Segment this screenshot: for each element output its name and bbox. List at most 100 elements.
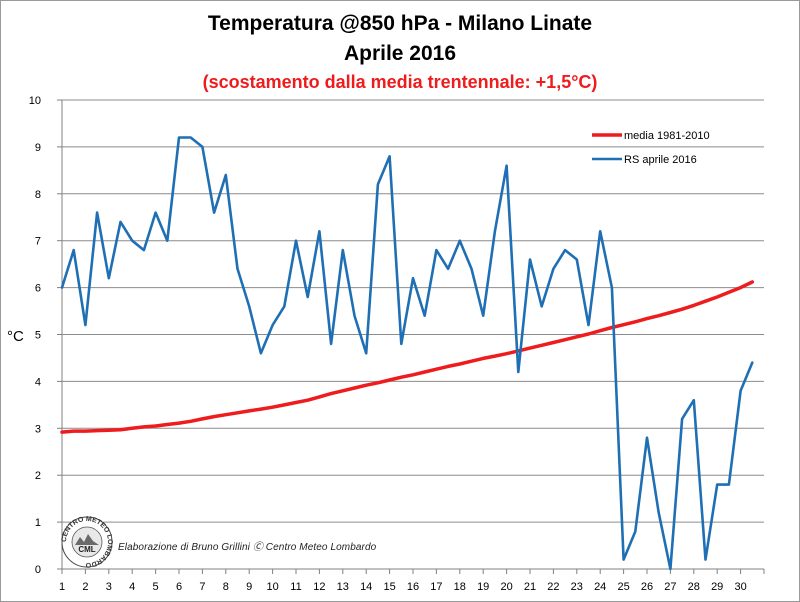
- data-point-sounding: [424, 315, 426, 317]
- x-tick-label: 1: [59, 581, 65, 593]
- series-line-mean: [60, 280, 755, 434]
- data-point-mean: [681, 308, 683, 310]
- data-point-mean: [529, 347, 531, 349]
- chart-title: Temperatura @850 hPa - Milano Linate: [207, 12, 593, 35]
- data-point-sounding: [96, 211, 98, 213]
- x-tick-label: 15: [383, 581, 395, 593]
- y-tick-label: 5: [35, 330, 41, 342]
- x-tick-label: 14: [360, 581, 372, 593]
- data-point-sounding: [108, 277, 110, 279]
- data-point-sounding: [236, 268, 238, 270]
- y-tick-label: 3: [35, 423, 41, 435]
- data-point-sounding: [271, 324, 273, 326]
- data-point-mean: [622, 323, 624, 325]
- data-point-mean: [201, 418, 203, 420]
- data-point-mean: [470, 360, 472, 362]
- data-point-mean: [646, 317, 648, 319]
- data-point-mean: [482, 357, 484, 359]
- data-point-mean: [131, 427, 133, 429]
- data-point-mean: [412, 374, 414, 376]
- legend-label: RS aprile 2016: [624, 154, 697, 166]
- x-tick-label: 22: [547, 581, 559, 593]
- data-point-mean: [634, 321, 636, 323]
- data-point-sounding: [143, 249, 145, 251]
- data-point-mean: [435, 368, 437, 370]
- x-tick-label: 24: [594, 581, 606, 593]
- data-point-sounding: [704, 558, 706, 560]
- data-point-mean: [154, 425, 156, 427]
- data-point-sounding: [119, 221, 121, 223]
- data-point-mean: [61, 431, 63, 433]
- data-point-sounding: [342, 249, 344, 251]
- x-tick-label: 26: [641, 581, 653, 593]
- data-point-mean: [658, 315, 660, 317]
- y-axis-label: °C: [7, 328, 24, 345]
- data-point-mean: [318, 396, 320, 398]
- data-point-mean: [599, 330, 601, 332]
- data-point-mean: [716, 296, 718, 298]
- x-tick-label: 30: [734, 581, 746, 593]
- data-point-sounding: [178, 136, 180, 138]
- data-point-sounding: [400, 343, 402, 345]
- data-point-sounding: [201, 146, 203, 148]
- series-line-sounding: [60, 136, 754, 571]
- data-point-sounding: [365, 352, 367, 354]
- data-point-mean: [178, 422, 180, 424]
- data-point-mean: [424, 371, 426, 373]
- data-point-sounding: [318, 230, 320, 232]
- data-point-mean: [494, 355, 496, 357]
- data-point-sounding: [131, 240, 133, 242]
- data-point-mean: [728, 291, 730, 293]
- data-point-sounding: [634, 530, 636, 532]
- data-point-sounding: [213, 211, 215, 213]
- data-point-mean: [739, 286, 741, 288]
- data-point-mean: [459, 363, 461, 365]
- data-point-mean: [190, 420, 192, 422]
- svg-text:CML: CML: [78, 545, 95, 554]
- legend-label: media 1981-2010: [624, 130, 710, 142]
- x-tick-label: 4: [129, 581, 135, 593]
- data-point-mean: [400, 376, 402, 378]
- x-tick-label: 8: [223, 581, 229, 593]
- data-point-sounding: [353, 315, 355, 317]
- data-point-sounding: [587, 324, 589, 326]
- data-point-sounding: [728, 483, 730, 485]
- data-point-mean: [73, 430, 75, 432]
- data-point-sounding: [388, 155, 390, 157]
- data-point-sounding: [622, 558, 624, 560]
- credit-text: Elaborazione di Bruno Grillini Ⓒ Centro …: [118, 542, 377, 553]
- data-point-mean: [108, 429, 110, 431]
- data-point-sounding: [739, 390, 741, 392]
- data-point-sounding: [283, 305, 285, 307]
- data-point-sounding: [447, 268, 449, 270]
- data-point-sounding: [716, 483, 718, 485]
- data-point-sounding: [693, 399, 695, 401]
- data-point-mean: [84, 430, 86, 432]
- data-point-mean: [330, 392, 332, 394]
- data-point-sounding: [166, 240, 168, 242]
- data-point-mean: [353, 387, 355, 389]
- data-point-sounding: [248, 305, 250, 307]
- data-point-mean: [541, 344, 543, 346]
- chart-anomaly-note: (scostamento dalla media trentennale: +1…: [202, 72, 598, 92]
- data-point-mean: [447, 365, 449, 367]
- data-point-mean: [564, 338, 566, 340]
- x-tick-label: 12: [313, 581, 325, 593]
- data-point-mean: [365, 384, 367, 386]
- chart-subtitle-period: Aprile 2016: [343, 42, 457, 65]
- data-point-mean: [693, 304, 695, 306]
- data-point-mean: [166, 423, 168, 425]
- data-point-sounding: [564, 249, 566, 251]
- data-point-sounding: [470, 268, 472, 270]
- data-point-mean: [388, 379, 390, 381]
- x-tick-label: 21: [524, 581, 536, 593]
- data-point-sounding: [84, 324, 86, 326]
- data-point-mean: [119, 429, 121, 431]
- x-tick-label: 17: [430, 581, 442, 593]
- data-point-sounding: [435, 249, 437, 251]
- x-tick-label: 19: [477, 581, 489, 593]
- data-point-sounding: [669, 568, 671, 570]
- y-tick-label: 9: [35, 142, 41, 154]
- data-point-mean: [576, 336, 578, 338]
